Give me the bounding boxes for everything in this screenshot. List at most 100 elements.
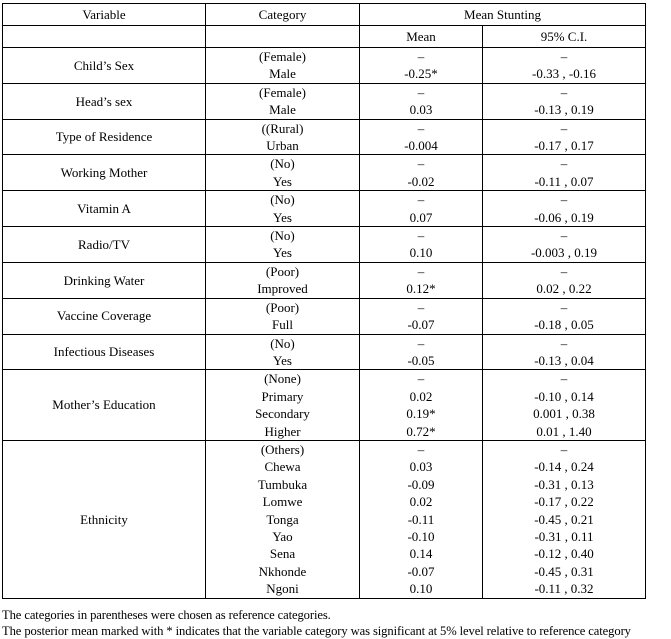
ci-cell: –: [481, 190, 647, 209]
mean-cell: –: [359, 333, 483, 352]
mean-cell: -0.02: [359, 172, 483, 191]
category-cell: Yes: [205, 172, 360, 191]
footnote-significance: The posterior mean marked with * indicat…: [2, 623, 631, 638]
header-mean-stunting: Mean Stunting: [358, 3, 647, 26]
ci-cell: –: [481, 47, 647, 66]
category-cell: Improved: [205, 280, 360, 299]
ci-cell: -0.14 , 0.24: [481, 458, 647, 476]
category-cell: (Female): [205, 82, 360, 102]
ci-cell: -0.45 , 0.21: [481, 510, 647, 528]
category-cell: (No): [205, 154, 360, 173]
table-row: Yes -0.02 -0.11 , 0.07: [3, 172, 647, 191]
ci-cell: -0.33 , -0.16: [481, 65, 647, 84]
mean-cell: 0.03: [359, 101, 483, 120]
mean-cell: 0.12*: [359, 280, 483, 299]
ci-cell: –: [481, 154, 647, 173]
mean-cell: 0.72*: [359, 422, 483, 441]
table-row: Sena 0.14 -0.12 , 0.40: [3, 545, 647, 563]
mean-cell: –: [359, 439, 483, 459]
category-cell: (No): [205, 226, 360, 245]
ci-cell: –: [481, 439, 647, 459]
mean-cell: –: [359, 226, 483, 245]
category-cell: Yao: [205, 527, 360, 546]
category-cell: Tumbuka: [205, 475, 360, 494]
mean-cell: –: [359, 297, 483, 317]
variable-cell: Vitamin A: [2, 190, 206, 227]
table-row: Urban -0.004 -0.17 , 0.17: [3, 137, 647, 155]
category-cell: Tonga: [205, 510, 360, 528]
table-row: Vitamin A (No) – –: [2, 190, 647, 227]
category-cell: Male: [205, 101, 360, 120]
table-row: Tonga -0.11 -0.45 , 0.21: [3, 510, 647, 528]
mean-cell: 0.19*: [359, 405, 483, 423]
mean-cell: 0.03: [359, 458, 483, 476]
variable-cell: Mother’s Education: [2, 369, 206, 441]
header-variable: Variable: [2, 3, 206, 26]
table-row: Higher 0.72* 0.01 , 1.40: [3, 422, 647, 441]
mean-cell: –: [359, 369, 483, 388]
ci-cell: –: [481, 369, 647, 388]
ci-cell: -0.11 , 0.07: [481, 172, 647, 191]
ci-cell: –: [481, 82, 647, 102]
header-row-1: Variable Category Mean Stunting: [2, 3, 647, 26]
mean-cell: 0.02: [359, 387, 483, 406]
mean-cell: –: [359, 82, 483, 102]
ci-cell: -0.31 , 0.11: [481, 527, 647, 546]
category-cell: Urban: [205, 137, 360, 155]
table-row: Mother’s Education (None) – –: [2, 369, 647, 441]
mean-cell: 0.14: [359, 545, 483, 563]
ci-cell: -0.13 , 0.19: [481, 101, 647, 120]
category-cell: Ngoni: [205, 580, 360, 599]
table-row: Ethnicity (Others) – –: [2, 439, 647, 599]
table-row: Yes 0.07 -0.06 , 0.19: [3, 208, 647, 227]
mean-cell: -0.09: [359, 475, 483, 494]
variable-cell: Working Mother: [2, 154, 206, 191]
mean-cell: -0.25*: [359, 65, 483, 84]
variable-cell: Drinking Water: [2, 261, 206, 299]
category-cell: ((Rural): [205, 118, 360, 138]
category-cell: Higher: [205, 422, 360, 441]
category-cell: Primary: [205, 387, 360, 406]
mean-cell: –: [359, 118, 483, 138]
table-row: Working Mother (No) – –: [2, 154, 647, 191]
mean-cell: -0.05: [359, 351, 483, 370]
footnote-reference-categories: The categories in parentheses were chose…: [2, 607, 331, 622]
mean-cell: -0.10: [359, 527, 483, 546]
ci-cell: 0.02 , 0.22: [481, 280, 647, 299]
ci-cell: –: [481, 261, 647, 281]
ci-cell: –: [481, 226, 647, 245]
variable-cell: Ethnicity: [2, 439, 206, 599]
category-cell: (No): [205, 333, 360, 352]
variable-cell: Head’s sex: [2, 82, 206, 120]
table-row: Chewa 0.03 -0.14 , 0.24: [3, 458, 647, 476]
table-row: Vaccine Coverage (Poor) – –: [2, 297, 647, 334]
mean-cell: -0.07: [359, 316, 483, 334]
variable-cell: Type of Residence: [2, 118, 206, 155]
mean-cell: 0.07: [359, 208, 483, 227]
category-cell: (Female): [205, 47, 360, 66]
category-cell: (Poor): [205, 297, 360, 317]
mean-cell: 0.02: [359, 493, 483, 511]
category-cell: Male: [205, 65, 360, 84]
mean-cell: –: [359, 154, 483, 173]
ci-cell: -0.10 , 0.14: [481, 387, 647, 406]
category-cell: (Others): [205, 439, 360, 459]
table-row: Secondary 0.19* 0.001 , 0.38: [3, 405, 647, 423]
variable-cell: Child’s Sex: [2, 47, 206, 84]
table-row: Primary 0.02 -0.10 , 0.14: [3, 387, 647, 406]
mean-cell: –: [359, 47, 483, 66]
mean-cell: -0.004: [359, 137, 483, 155]
table-row: Yes 0.10 -0.003 , 0.19: [3, 244, 647, 263]
category-cell: Yes: [205, 351, 360, 370]
category-cell: Secondary: [205, 405, 360, 423]
table-row: Infectious Diseases (No) – –: [2, 333, 647, 370]
ci-cell: -0.18 , 0.05: [481, 316, 647, 334]
table-row: Drinking Water (Poor) – –: [2, 261, 647, 299]
table-row: Child’s Sex (Female) – –: [2, 47, 647, 84]
category-cell: Lomwe: [205, 493, 360, 511]
ci-cell: –: [481, 333, 647, 352]
category-cell: (No): [205, 190, 360, 209]
variable-cell: Vaccine Coverage: [2, 297, 206, 334]
header-category: Category: [205, 3, 360, 26]
